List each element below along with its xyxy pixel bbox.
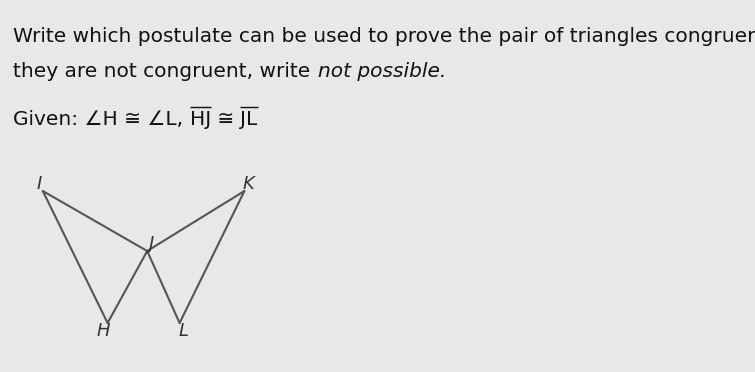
Text: L: L [179,322,189,340]
Text: not possible.: not possible. [318,62,446,81]
Text: H: H [97,322,110,340]
Text: JL: JL [240,110,257,129]
Text: they are not congruent, write: they are not congruent, write [13,62,316,81]
Text: ≅: ≅ [211,110,240,129]
Text: J: J [149,235,154,253]
Text: K: K [242,175,254,193]
Text: I: I [36,175,42,193]
Text: Given: ∠H ≅ ∠L,: Given: ∠H ≅ ∠L, [13,110,190,129]
Text: Write which postulate can be used to prove the pair of triangles congruent. If: Write which postulate can be used to pro… [13,27,755,46]
Text: HJ: HJ [190,110,211,129]
